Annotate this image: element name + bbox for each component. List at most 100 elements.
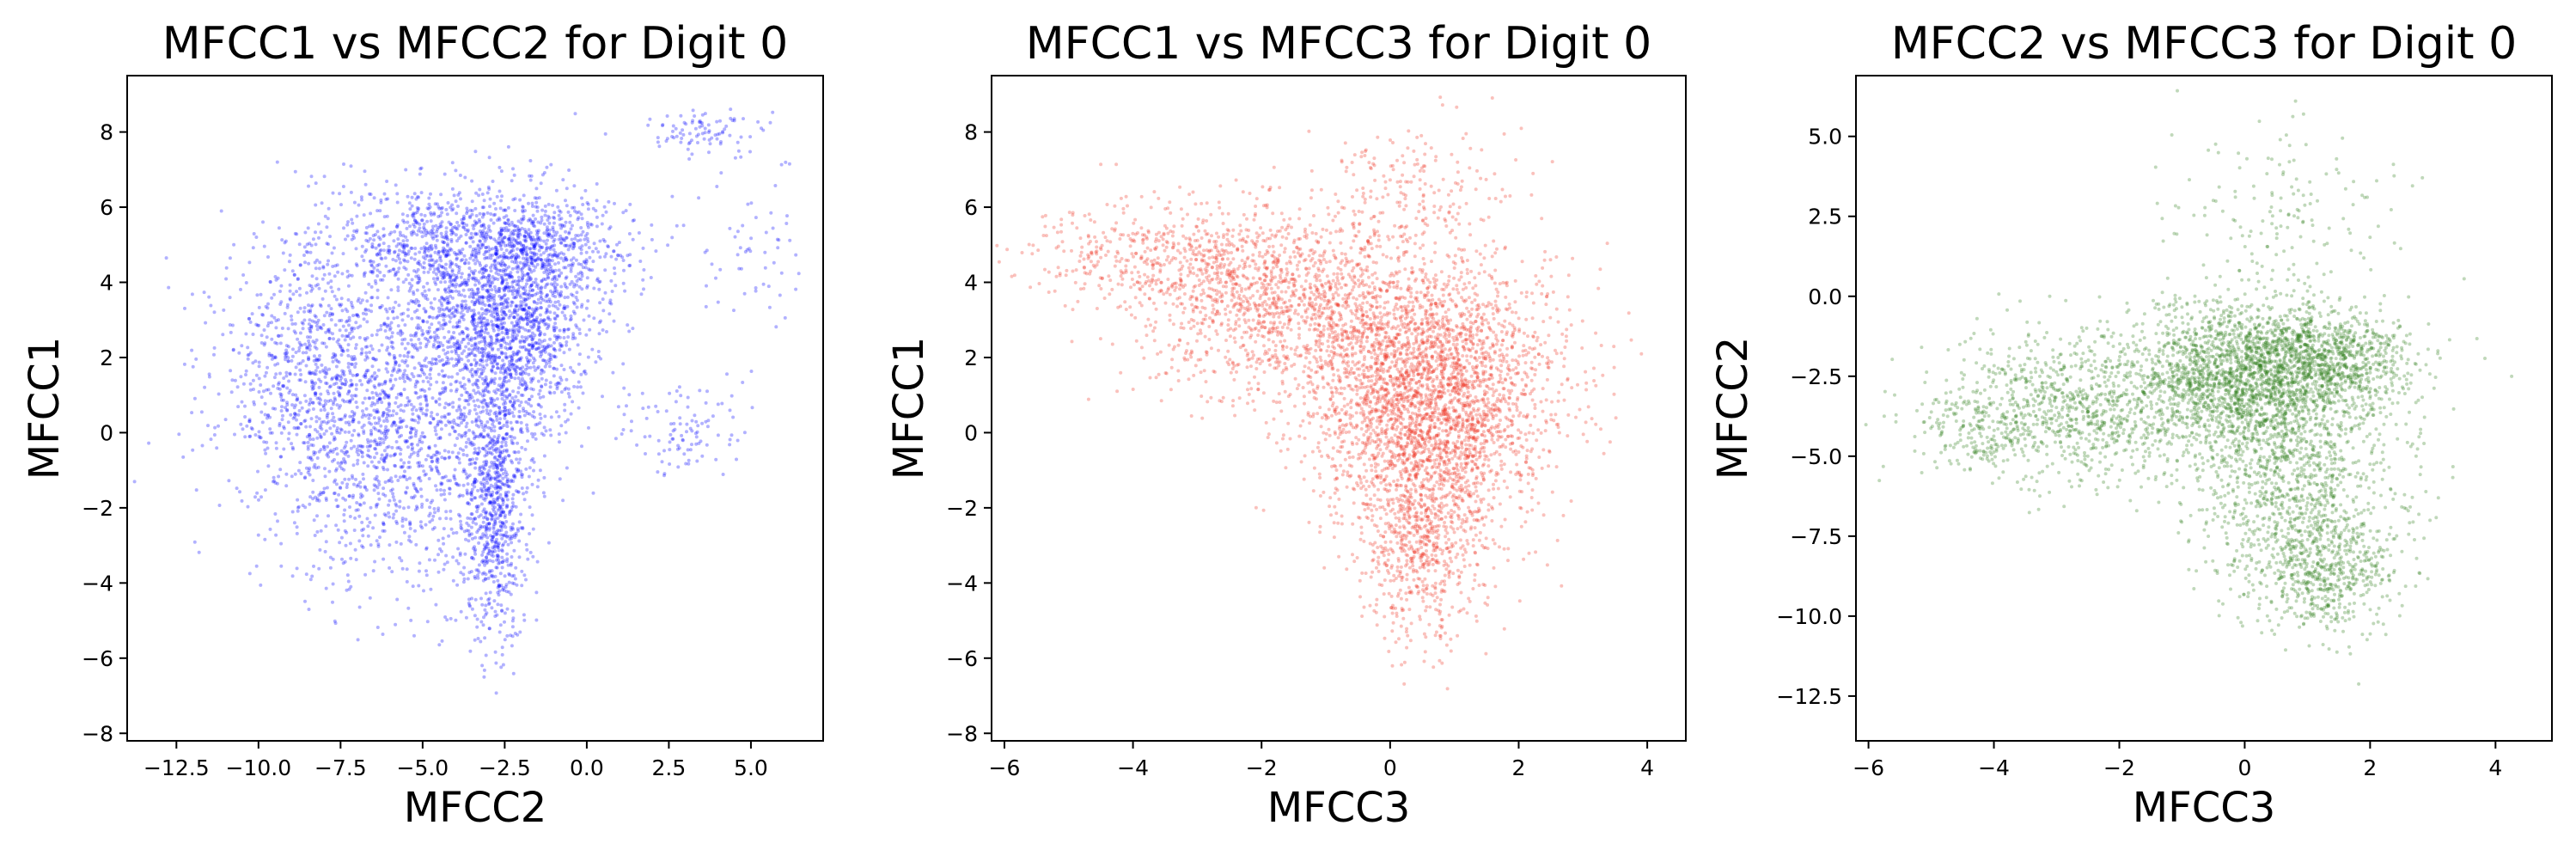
chart-1-point (493, 478, 497, 481)
chart-1-point (278, 290, 282, 293)
chart-1-point (250, 312, 254, 316)
chart-1-point (479, 329, 484, 333)
chart-1-point (355, 405, 359, 409)
chart-1-point (515, 419, 518, 424)
chart-1-point (528, 505, 532, 510)
chart-1-point (355, 214, 359, 218)
chart-1-point (537, 345, 541, 350)
chart-1-point (559, 237, 564, 242)
chart-1-point (438, 517, 442, 521)
chart-1-point (388, 352, 392, 357)
chart-1-point (392, 353, 396, 358)
chart-1-point (502, 289, 506, 293)
chart-1-point (439, 549, 443, 553)
chart-1-point (418, 561, 422, 566)
chart-1-point (192, 396, 197, 400)
chart-1-point (472, 557, 476, 561)
chart-1-point (379, 397, 383, 401)
chart-1-point (500, 295, 504, 299)
chart-1-point (406, 445, 410, 449)
chart-1-point (182, 362, 186, 366)
chart-1-point (480, 323, 485, 327)
chart-1-point (322, 448, 327, 451)
chart-1-point (539, 405, 543, 409)
chart-1-point (523, 317, 528, 321)
chart-1-point (361, 472, 365, 476)
chart-1-point (303, 230, 308, 235)
chart-1-point (524, 309, 528, 313)
chart-1-point (551, 291, 555, 295)
chart-1-point (454, 352, 458, 356)
chart-1-point (478, 296, 482, 300)
chart-1-point (329, 279, 333, 284)
chart-1-point (534, 309, 538, 313)
chart-1-point (461, 493, 465, 498)
chart-1-point (314, 381, 317, 385)
chart-1-point (535, 366, 540, 370)
chart-1-point (232, 242, 236, 247)
chart-1-point (444, 360, 449, 364)
chart-1-point (542, 333, 546, 337)
chart-1-point (516, 282, 521, 286)
chart-1-point (463, 552, 467, 556)
chart-1-point (429, 219, 433, 223)
chart-1-point (308, 437, 312, 442)
chart-1-point (458, 346, 462, 351)
chart-1-point (418, 487, 423, 492)
chart-1-point (398, 369, 402, 373)
chart-1-point (432, 211, 436, 215)
chart-1-point (286, 345, 290, 349)
chart-1-point (375, 394, 380, 397)
chart-1-point (449, 345, 453, 349)
chart-1-point (410, 278, 414, 282)
chart-1-point (408, 527, 412, 530)
chart-1-point (440, 369, 444, 373)
chart-1-point (212, 345, 217, 350)
chart-1-point (382, 390, 386, 394)
chart-1-point (503, 321, 506, 325)
chart-1-point (558, 294, 562, 298)
chart-1-point (537, 392, 541, 396)
chart-1-point (477, 563, 481, 567)
chart-1-point (540, 306, 543, 310)
chart-1-point (328, 555, 333, 559)
chart-1-point (412, 375, 416, 379)
chart-1-point (466, 390, 469, 394)
chart-1-point (387, 503, 391, 507)
chart-1-point (490, 452, 494, 456)
chart-1-point (354, 382, 358, 387)
chart-1-point (377, 235, 381, 239)
chart-1-point (497, 406, 501, 410)
chart-1-point (540, 358, 545, 363)
chart-1-point (540, 384, 544, 388)
chart-1-point (455, 583, 460, 587)
chart-1-point (345, 482, 350, 486)
chart-1-point (436, 538, 441, 542)
chart-1-point (468, 649, 473, 653)
chart-1-point (549, 415, 553, 419)
chart-1-point (393, 249, 397, 254)
chart-1-point (460, 272, 464, 276)
chart-1-point (429, 335, 433, 339)
chart-1-point (274, 372, 278, 376)
chart-1-point (444, 362, 449, 366)
chart-1-point (414, 408, 418, 413)
chart-1-point (314, 358, 318, 362)
chart-1-point (516, 232, 520, 235)
chart-1-point (272, 292, 276, 297)
chart-1-point (479, 325, 484, 329)
chart-1-point (508, 573, 512, 577)
chart-1-point (444, 517, 449, 521)
chart-1-point (457, 248, 461, 253)
chart-1-point (251, 378, 255, 382)
chart-1-point (290, 574, 295, 578)
chart-1-point (430, 498, 435, 503)
chart-1-point (338, 328, 342, 333)
chart-1-point (472, 323, 476, 327)
chart-1-point (461, 248, 465, 252)
chart-1-point (443, 492, 446, 496)
chart-1-point (430, 315, 435, 320)
chart-1-point (507, 412, 511, 415)
chart-1-point (474, 423, 479, 427)
chart-1-point (496, 578, 500, 583)
